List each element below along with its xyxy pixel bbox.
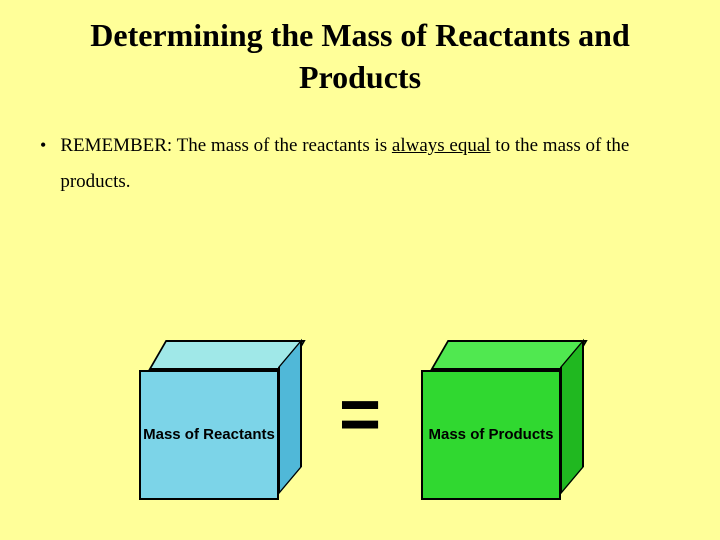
reactants-label: Mass of Reactants <box>143 425 275 445</box>
equals-sign: = <box>339 374 381 456</box>
bullet-prefix: REMEMBER: The mass of the reactants is <box>60 135 392 156</box>
products-label: Mass of Products <box>429 425 554 445</box>
cube-front-face: Mass of Products <box>421 370 561 500</box>
bullet-marker: • <box>40 128 46 162</box>
reactants-cube: Mass of Reactants <box>139 340 299 500</box>
cube-side-face <box>560 339 584 496</box>
bullet-item: • REMEMBER: The mass of the reactants is… <box>40 128 680 200</box>
bullet-text: REMEMBER: The mass of the reactants is a… <box>60 128 680 200</box>
cube-side-face <box>278 339 302 496</box>
bullet-section: • REMEMBER: The mass of the reactants is… <box>0 108 720 200</box>
bullet-underlined: always equal <box>392 135 491 156</box>
cube-front-face: Mass of Reactants <box>139 370 279 500</box>
slide-title: Determining the Mass of Reactants and Pr… <box>0 0 720 108</box>
products-cube: Mass of Products <box>421 340 581 500</box>
mass-diagram: Mass of Reactants = Mass of Products <box>0 340 720 500</box>
